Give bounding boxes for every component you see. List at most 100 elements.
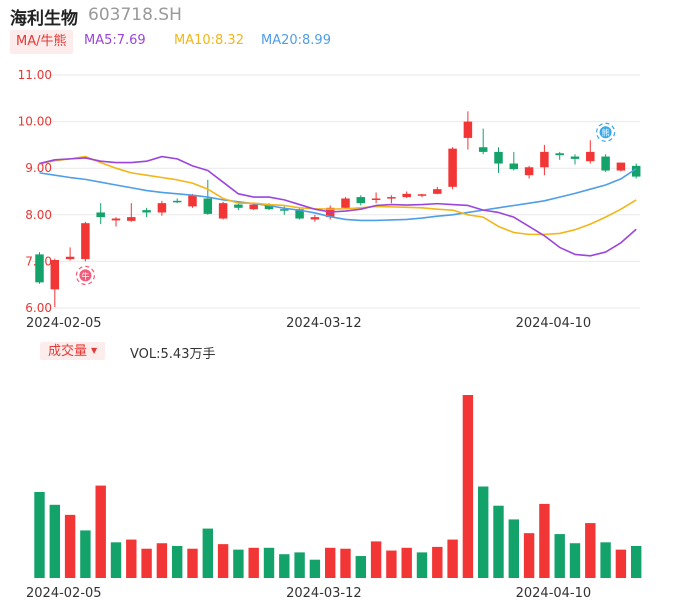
- volume-bar: [432, 546, 443, 578]
- bull-marker-dot: [79, 269, 92, 282]
- volume-bar: [401, 547, 412, 578]
- candle-body: [65, 256, 75, 260]
- volume-bar: [217, 544, 229, 578]
- candle-body: [555, 153, 564, 156]
- volume-bar: [294, 552, 305, 578]
- candle-body: [218, 203, 228, 219]
- bull-marker-ring: [75, 265, 96, 285]
- candle-body: [540, 151, 549, 168]
- volume-value-label: VOL:5.43万手: [130, 347, 216, 362]
- candle-body: [234, 204, 243, 208]
- ma20-label: MA20:8.99: [261, 33, 331, 48]
- candle: [478, 128, 488, 155]
- stock-code: 603718.SH: [88, 5, 182, 25]
- candle-body: [35, 254, 44, 283]
- volume-bar: [462, 395, 474, 578]
- volume-bar: [64, 514, 76, 578]
- x-tick-label: 2024-04-10: [516, 316, 592, 331]
- candle: [218, 201, 228, 220]
- candle: [494, 147, 503, 173]
- candle-body: [616, 162, 626, 171]
- volume-x-tick-label: 2024-02-05: [26, 586, 102, 601]
- bear-marker: 熊: [595, 122, 616, 142]
- volume-bar: [539, 503, 550, 578]
- volume-selector-button[interactable]: 成交量 ▼: [40, 342, 106, 360]
- candle-body: [310, 217, 320, 220]
- volume-bar: [233, 549, 244, 578]
- candle: [616, 162, 626, 172]
- volume-bar: [370, 541, 382, 578]
- volume-x-tick-label: 2024-04-10: [516, 586, 592, 601]
- ma10-label: MA10:8.32: [174, 33, 244, 48]
- bull-marker: 牛: [75, 265, 96, 285]
- volume-bar: [340, 548, 351, 578]
- candle-body: [524, 167, 534, 176]
- volume-x-tick-label: 2024-03-12: [286, 586, 362, 601]
- volume-bar: [600, 542, 611, 578]
- volume-bar: [585, 523, 596, 578]
- volume-bar: [615, 549, 627, 578]
- candle-body: [142, 210, 151, 213]
- candle: [111, 217, 121, 227]
- volume-bar: [631, 545, 642, 578]
- ma20-line: [39, 168, 637, 222]
- candle: [310, 214, 320, 222]
- candle: [402, 191, 411, 199]
- chevron-down-icon: ▼: [91, 346, 98, 355]
- candle-body: [264, 205, 274, 210]
- candle-body: [371, 198, 381, 200]
- x-tick-label: 2024-02-05: [26, 316, 102, 331]
- volume-bar: [80, 530, 91, 578]
- candle: [81, 221, 90, 262]
- candle-body: [402, 193, 411, 198]
- volume-bar: [279, 554, 290, 578]
- volume-bar: [386, 550, 397, 578]
- candle-body: [295, 209, 304, 219]
- bear-marker-ring: [595, 122, 616, 142]
- volume-bar: [141, 548, 152, 578]
- candle-body: [111, 218, 121, 221]
- bear-marker-dot: [599, 126, 612, 139]
- volume-bar: [202, 528, 213, 578]
- ma5-label: MA5:7.69: [84, 33, 146, 48]
- candle-body: [188, 195, 197, 207]
- candle: [509, 151, 519, 171]
- ma-selector-button[interactable]: MA/牛熊: [10, 30, 73, 54]
- volume-bar: [508, 519, 519, 578]
- candle: [631, 163, 641, 179]
- candle: [570, 154, 580, 165]
- candle-body: [249, 204, 258, 210]
- candle: [371, 192, 381, 204]
- volume-bar: [156, 543, 168, 578]
- volume-bar: [416, 552, 428, 578]
- candle-body: [356, 197, 366, 204]
- volume-bar: [325, 547, 336, 578]
- candle-body: [509, 163, 519, 170]
- stock-name: 海利生物: [10, 9, 78, 29]
- bear-marker-glyph: 熊: [602, 128, 610, 138]
- candle: [555, 151, 564, 160]
- candle-body: [417, 194, 427, 196]
- candle-body: [478, 147, 488, 152]
- volume-bar: [172, 545, 183, 578]
- y-tick-label: 9.00: [25, 161, 52, 175]
- candle: [356, 195, 366, 206]
- candle: [96, 203, 105, 225]
- y-tick-label: 10.00: [18, 115, 52, 129]
- candle: [417, 193, 427, 198]
- candle-body: [50, 260, 60, 290]
- volume-bar: [447, 539, 458, 578]
- x-tick-label: 2024-03-12: [286, 316, 362, 331]
- candle-body: [172, 200, 182, 203]
- volume-selector-label: 成交量: [48, 344, 88, 359]
- volume-bar: [126, 539, 137, 578]
- volume-bar: [95, 485, 106, 578]
- candle-body: [586, 151, 595, 162]
- candle-body: [341, 198, 350, 208]
- candle-body: [601, 156, 610, 171]
- y-tick-label: 8.00: [25, 208, 52, 222]
- volume-bar: [34, 491, 45, 578]
- candle: [586, 140, 595, 164]
- candle-body: [433, 189, 442, 194]
